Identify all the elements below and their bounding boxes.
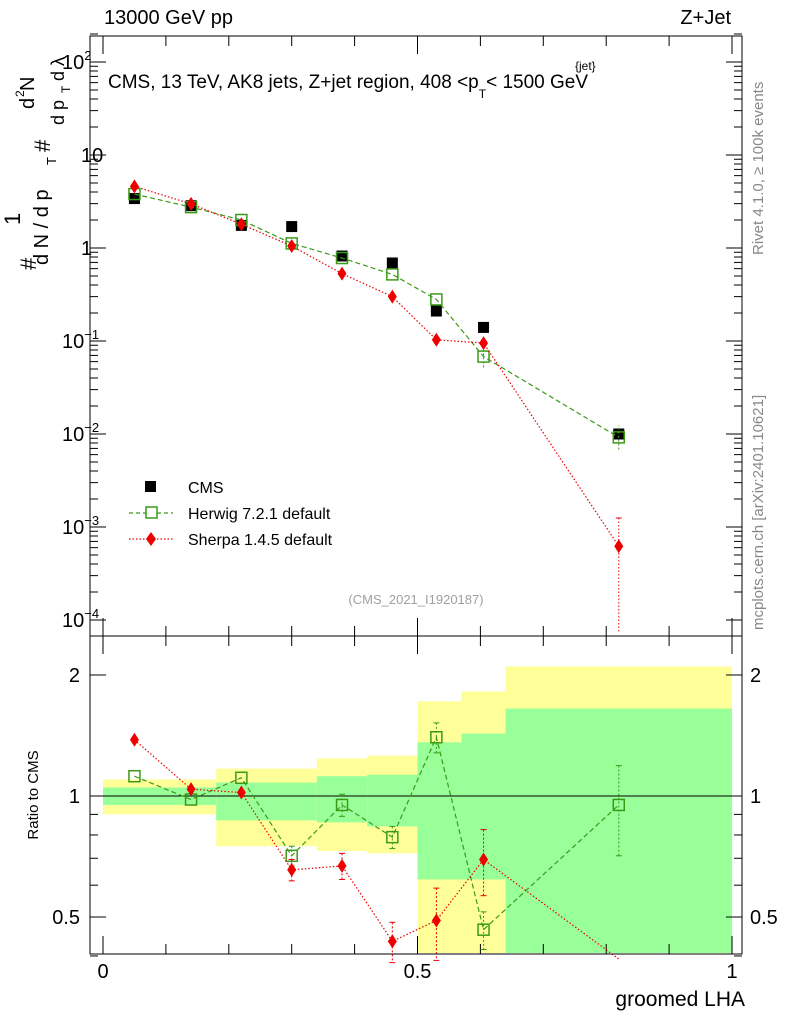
ratio-point-sherpa bbox=[431, 913, 441, 928]
ratio-x-tick-label: 0.5 bbox=[404, 961, 432, 983]
y-tick-label: 1 bbox=[81, 238, 92, 260]
ratio-point-herwig bbox=[386, 830, 399, 844]
legend: CMS Herwig 7.2.1 default Sherpa 1.4.5 de… bbox=[129, 480, 333, 549]
data-point-herwig bbox=[430, 293, 443, 306]
mcplots-label: mcplots.cern.ch [arXiv:2401.10621] bbox=[750, 395, 767, 630]
data-point-cms bbox=[613, 428, 625, 440]
ratio-point-herwig bbox=[335, 798, 349, 812]
ratio-point-sherpa bbox=[387, 934, 397, 949]
legend-label-sherpa: Sherpa 1.4.5 default bbox=[188, 532, 333, 549]
data-point-cms bbox=[430, 305, 442, 317]
ratio-y-tick-label: 2 bbox=[69, 665, 80, 687]
ratio-frame bbox=[89, 635, 743, 955]
ratio-x-tick-label: 1 bbox=[726, 961, 737, 983]
legend-label-cms: CMS bbox=[188, 480, 224, 497]
y-tick-label: 10 bbox=[81, 145, 103, 167]
svg-text:d: d bbox=[17, 98, 39, 109]
ratio-ylabel: Ratio to CMS bbox=[25, 750, 42, 839]
ratio-point-herwig bbox=[430, 731, 443, 744]
y-tick-label: 10−3 bbox=[62, 513, 99, 539]
y-tick-label: 10−1 bbox=[62, 327, 99, 353]
ratio-y-tick-label: 1 bbox=[69, 786, 80, 808]
data-point-herwig bbox=[335, 251, 349, 265]
ratio-point-sherpa bbox=[129, 732, 139, 747]
y-tick-label: 102 bbox=[62, 48, 91, 74]
legend-marker-herwig bbox=[145, 506, 158, 519]
data-point-cms bbox=[478, 321, 490, 333]
ratio-point-sherpa bbox=[337, 858, 347, 873]
svg-text:2: 2 bbox=[13, 90, 27, 97]
ratio-series-line bbox=[134, 739, 620, 960]
data-point-cms bbox=[386, 257, 398, 269]
data-point-cms bbox=[286, 221, 298, 233]
svg-text:d N / d p: d N / d p bbox=[31, 189, 53, 265]
main-title: CMS, 13 TeV, AK8 jets, Z+jet region, 408… bbox=[108, 72, 588, 101]
y-tick-label: 10−2 bbox=[62, 420, 99, 446]
data-point-sherpa bbox=[431, 332, 441, 347]
ratio-series-line bbox=[134, 735, 620, 931]
ratio-y-tick-label-right: 1 bbox=[750, 786, 761, 808]
header-right: Z+Jet bbox=[680, 7, 731, 29]
y-tick-label: 10−4 bbox=[62, 606, 99, 632]
svg-text:T: T bbox=[44, 157, 59, 165]
ratio-xlabel: groomed LHA bbox=[615, 988, 745, 1011]
header-left: 13000 GeV pp bbox=[104, 7, 233, 29]
svg-text:#: # bbox=[16, 257, 41, 270]
data-point-cms bbox=[336, 250, 348, 262]
data-point-sherpa bbox=[186, 196, 196, 211]
ratio-point-sherpa bbox=[479, 852, 489, 867]
data-point-sherpa bbox=[387, 289, 397, 304]
data-point-herwig bbox=[386, 268, 399, 281]
legend-label-herwig: Herwig 7.2.1 default bbox=[188, 506, 331, 523]
data-point-sherpa bbox=[479, 336, 489, 351]
svg-text:N: N bbox=[17, 77, 39, 91]
uncertainty-band-inner bbox=[266, 782, 317, 821]
data-point-sherpa bbox=[287, 239, 297, 254]
ratio-point-herwig bbox=[477, 923, 490, 936]
legend-marker-sherpa bbox=[146, 532, 156, 546]
ratio-point-sherpa bbox=[236, 785, 246, 800]
main-ylabel: # 1 d N / d p T # d 2 N d p T d λ bbox=[0, 57, 73, 270]
data-point-cms bbox=[128, 193, 140, 205]
watermark: (CMS_2021_I1920187) bbox=[348, 592, 483, 607]
ratio-point-herwig bbox=[612, 798, 626, 812]
ratio-panel: 2 2 1 1 0.5 0.5 0 0.5 1 bbox=[52, 636, 778, 983]
ratio-y-tick-label: 0.5 bbox=[52, 907, 80, 929]
uncertainty-band-outer bbox=[417, 879, 506, 953]
svg-text:d λ: d λ bbox=[48, 57, 68, 81]
ratio-point-sherpa bbox=[287, 862, 297, 877]
uncertainty-band-inner bbox=[367, 774, 418, 827]
ratio-point-sherpa bbox=[186, 782, 196, 797]
svg-text:d p: d p bbox=[48, 100, 68, 125]
series-line bbox=[134, 185, 620, 547]
ratio-x-tick-label: 0 bbox=[97, 961, 108, 983]
ratio-point-herwig bbox=[128, 769, 141, 783]
svg-text:#: # bbox=[30, 139, 55, 152]
svg-text:T: T bbox=[59, 85, 73, 93]
legend-marker-cms bbox=[145, 481, 156, 492]
ratio-point-herwig bbox=[235, 771, 248, 785]
series-line bbox=[134, 193, 620, 438]
main-title-sup: {jet} bbox=[575, 59, 596, 73]
ratio-y-tick-label-right: 0.5 bbox=[750, 907, 778, 929]
ratio-y-tick-label-right: 2 bbox=[750, 665, 761, 687]
data-point-sherpa bbox=[129, 179, 139, 194]
data-point-sherpa bbox=[337, 266, 347, 281]
main-panel: 102 10 1 10−1 10−2 10−3 10−4 bbox=[62, 33, 742, 636]
rivet-label: Rivet 4.1.0, ≥ 100k events bbox=[750, 82, 767, 255]
svg-text:1: 1 bbox=[0, 213, 25, 225]
data-point-sherpa bbox=[236, 217, 246, 232]
